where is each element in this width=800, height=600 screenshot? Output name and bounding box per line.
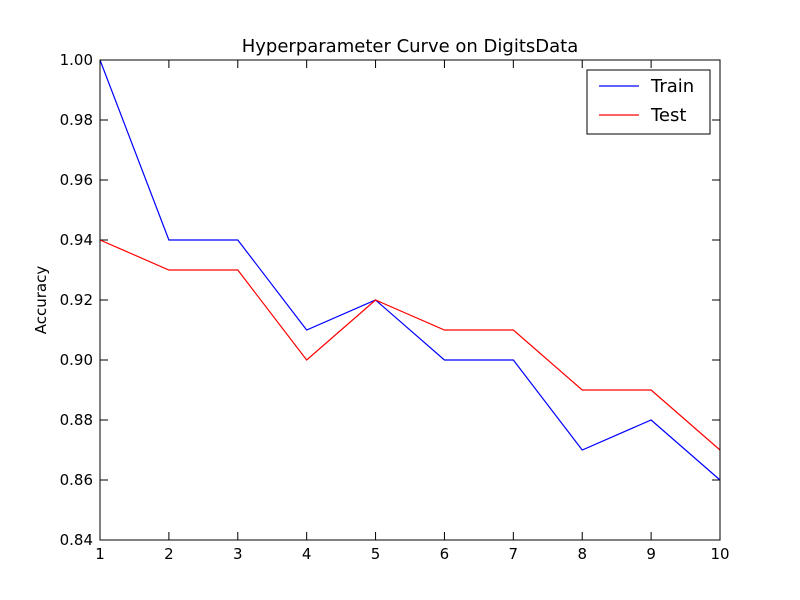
series-line-test: [99, 239, 721, 451]
y-tick-label: 0.92: [60, 291, 93, 309]
x-tick-label: 9: [646, 545, 656, 563]
y-tick-label: 0.94: [60, 231, 93, 249]
x-tick-label: 2: [164, 545, 174, 563]
x-tick-label: 10: [710, 545, 729, 563]
series-line-train: [99, 59, 721, 481]
y-tick-label: 1.00: [60, 51, 93, 69]
legend: Train Test: [586, 69, 711, 135]
y-tick-label: 0.88: [60, 411, 93, 429]
x-tick-label: 6: [440, 545, 450, 563]
x-tick-label: 5: [371, 545, 381, 563]
x-tick-label: 7: [509, 545, 519, 563]
y-tick-label: 0.96: [60, 171, 93, 189]
y-axis-label: Accuracy: [32, 266, 50, 335]
y-tick-label: 0.90: [60, 351, 93, 369]
axis-ticks: 1 2 3 4 5 6 7 8 9 10 0.84 0.86 0.88 0.90 0.92 0.94 0.96 0…: [60, 51, 730, 563]
x-tick-label: 1: [95, 545, 105, 563]
x-tick-label: 4: [302, 545, 312, 563]
chart-title: Hyperparameter Curve on DigitsData: [242, 36, 579, 57]
x-tick-label: 8: [577, 545, 587, 563]
plot-series: [99, 59, 721, 481]
legend-label-train: Train: [650, 76, 694, 97]
y-tick-label: 0.98: [60, 111, 93, 129]
y-tick-label: 0.84: [60, 531, 93, 549]
legend-box: [586, 69, 711, 135]
y-tick-label: 0.86: [60, 471, 93, 489]
legend-label-test: Test: [650, 105, 686, 126]
x-tick-label: 3: [233, 545, 243, 563]
plot-frame: [99, 59, 721, 541]
